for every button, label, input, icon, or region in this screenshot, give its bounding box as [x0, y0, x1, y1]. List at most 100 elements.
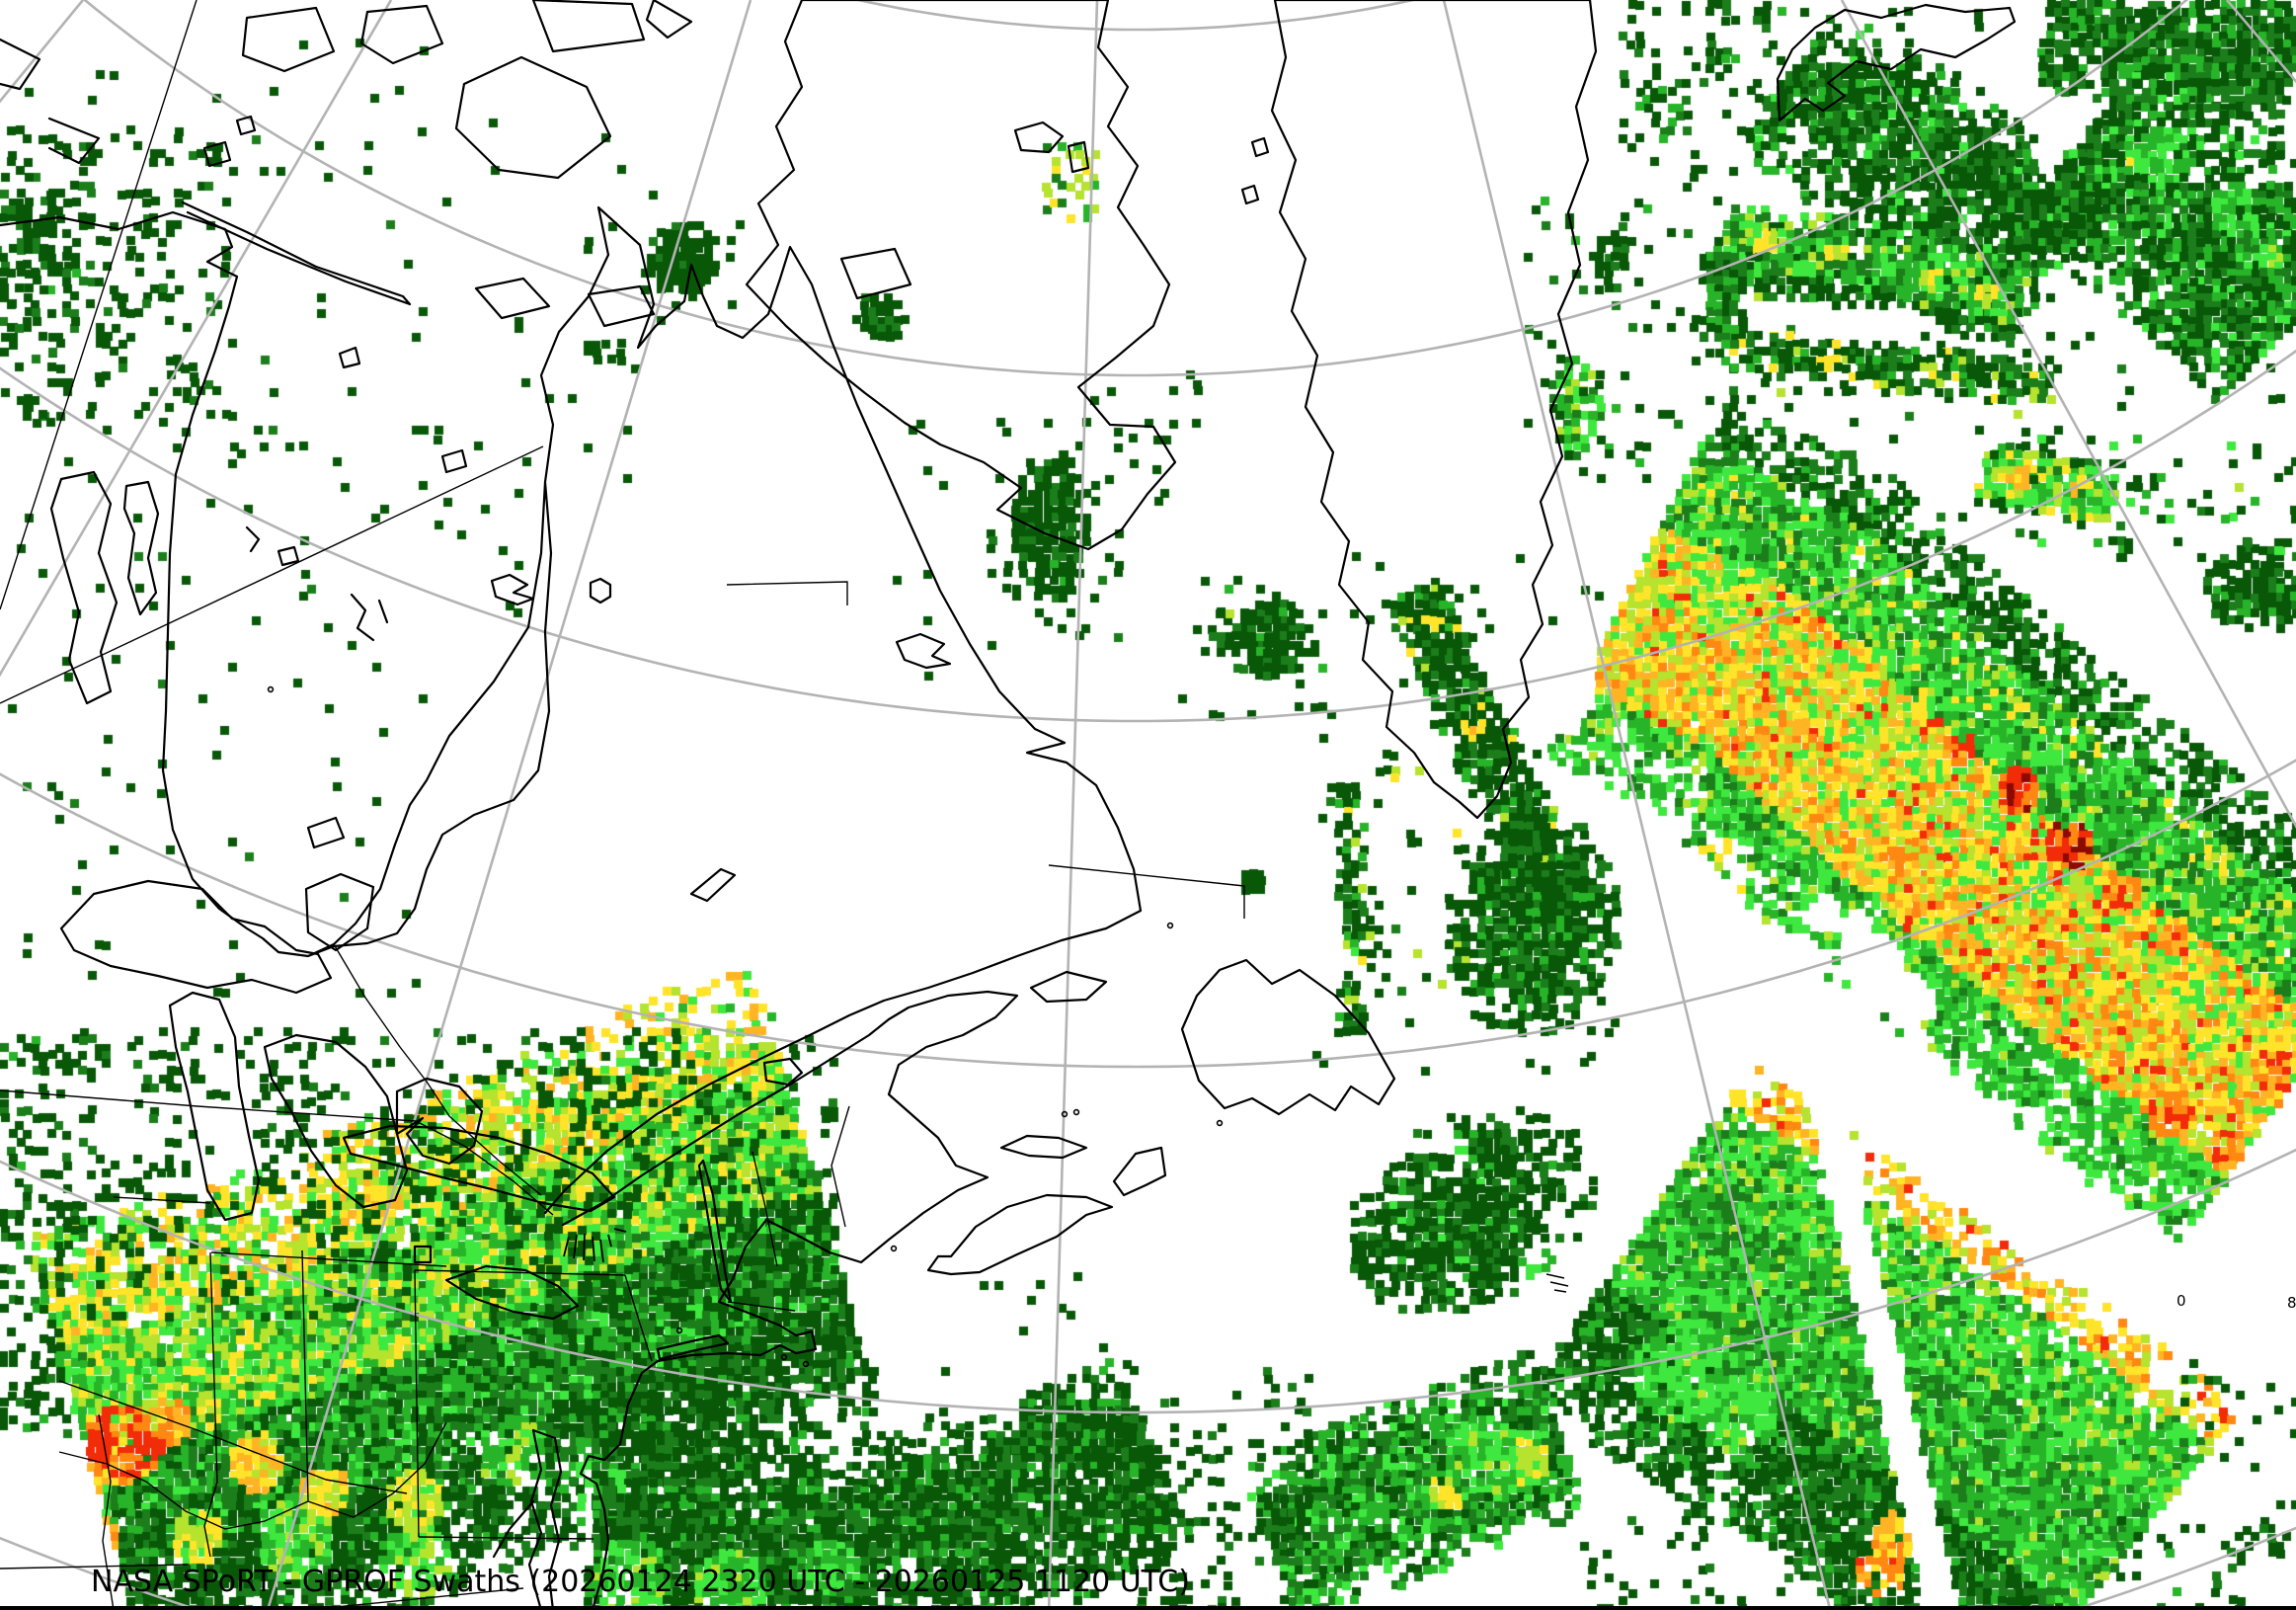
coastline-corner-jag-a: [0, 38, 41, 91]
mark-scratch: [1553, 1289, 1567, 1293]
border-qc-nl-b: [1048, 864, 1245, 919]
coastline-georgian-bay: [395, 1077, 484, 1166]
coastline-cape-breton: [1112, 1146, 1167, 1197]
coastline-belcher-islands-a: [350, 593, 375, 642]
coastline-corner-jag-b: [47, 117, 101, 165]
islet: [780, 1353, 788, 1361]
border-va-nc: [325, 1587, 524, 1609]
graticule-meridian: [1047, 0, 1099, 1610]
islet: [1072, 1108, 1080, 1116]
coastline-anticosti-island: [1029, 970, 1108, 1004]
border-ny-nj: [624, 1274, 653, 1362]
coastline-chesapeake-east-bank: [531, 1428, 563, 1610]
contour-label: 0: [2177, 1292, 2186, 1310]
coastline-lake-superior: [59, 879, 333, 995]
border-mi-oh: [210, 1251, 447, 1267]
coastline-baffin-lake-a: [1013, 121, 1065, 154]
coastline-coats-island: [474, 277, 551, 320]
coastline-akimiski-island: [306, 816, 346, 849]
coastline-arctic-islet-f: [235, 115, 257, 136]
border-pa-oh: [414, 1269, 420, 1538]
coastline-iceland: [1776, 3, 2017, 122]
border-ky-tn: [0, 1564, 189, 1570]
border-in-oh: [301, 1249, 309, 1502]
coastline-greenland-islet-b: [1240, 184, 1260, 205]
coastline-mainland-east: [0, 210, 553, 958]
coastline-arctic-island-c: [531, 0, 646, 53]
islet: [1061, 1110, 1069, 1118]
coastline-clearwater-ring-lake: [589, 577, 612, 604]
coastline-bay-island-b: [440, 448, 468, 474]
coastline-lake-huron: [263, 1033, 409, 1209]
bottom-axis-spine: [0, 1606, 2296, 1610]
coastline-bay-island-a: [277, 545, 300, 567]
finger-lake: [613, 1228, 627, 1233]
islet: [1216, 1119, 1224, 1127]
graticule-meridian: [0, 0, 85, 104]
mark-scratch: [1549, 1281, 1569, 1287]
finger-lake: [573, 1234, 578, 1259]
coastline-chesapeake-bay: [527, 1428, 543, 1610]
islet: [267, 685, 275, 693]
border-ky-wv: [58, 1380, 408, 1494]
coastline-nova-scotia: [926, 1193, 1114, 1276]
coastline-st-lawrence-south-bank: [561, 990, 1019, 1610]
graticule-meridian: [0, 0, 393, 678]
coastline-mansel-island: [587, 284, 656, 328]
coastline-arctic-islet-e: [202, 140, 232, 168]
border-mb-on: [0, 445, 544, 704]
islet: [675, 1327, 683, 1334]
graticule-meridian: [1442, 0, 1832, 1610]
border-on-qc: [333, 943, 542, 1196]
coastline-lake-mistassini: [689, 867, 737, 903]
coastline-southampton-island: [454, 55, 612, 180]
border-mississippi: [98, 1413, 115, 1610]
graticule-meridian: [1840, 0, 2296, 830]
coastline-greenland: [1270, 0, 1598, 820]
finger-lake: [599, 1239, 604, 1263]
coastline-lake-michigan: [168, 991, 261, 1222]
coastline-long-island: [656, 1333, 730, 1361]
coastline-baffin-island: [745, 0, 1177, 551]
coastline-bay-island-c: [490, 573, 535, 606]
coastline-potomac-river: [492, 1499, 535, 1559]
coastline-lac-st-jean: [762, 1057, 804, 1087]
coastline-baffin-lake-b: [1067, 140, 1090, 174]
border-qc-nl-a: [726, 581, 848, 605]
islet: [1166, 922, 1174, 929]
coastline-lake-winnipegosis: [122, 480, 160, 616]
finger-lake: [607, 1234, 612, 1248]
coastline-belcher-islands-b: [377, 599, 389, 624]
border-us-canada: [0, 1089, 554, 1216]
coastline-newfoundland: [1180, 958, 1396, 1116]
coastline-lake-ontario: [342, 1124, 616, 1213]
graticule-meridian: [266, 0, 752, 1610]
coastline-greenland-islet-a: [1250, 136, 1270, 158]
coastline-arctic-island-d: [645, 0, 693, 40]
finger-lake: [592, 1236, 595, 1262]
border-nt-nu: [0, 0, 198, 610]
border-mason-dixon: [418, 1536, 594, 1540]
islet: [802, 1360, 810, 1368]
coastline-lake-st-clair: [413, 1245, 433, 1264]
coastline-bay-island-d: [338, 346, 361, 369]
border-ma-ct: [727, 1301, 796, 1312]
coastline-prince-edward-island: [999, 1134, 1088, 1160]
graticule-parallel: [82, 0, 2189, 377]
coastline-lake-champlain: [697, 1159, 733, 1304]
border-il-in: [203, 1251, 218, 1558]
coastline-ottawa-islands: [245, 525, 261, 553]
border-me-nb: [831, 1105, 850, 1228]
coastline-smallwood-reservoir: [895, 632, 952, 670]
graticule-parallel: [0, 349, 2296, 723]
graticule-parallel: [0, 1148, 2296, 1414]
coastline-quebec-north-coast: [539, 205, 1143, 1215]
coastline-lake-winnipeg: [49, 470, 119, 705]
finger-lake: [563, 1236, 570, 1257]
islet: [890, 1245, 898, 1252]
contour-label: 8: [2287, 1294, 2296, 1312]
coastline-lake-erie: [444, 1264, 580, 1321]
